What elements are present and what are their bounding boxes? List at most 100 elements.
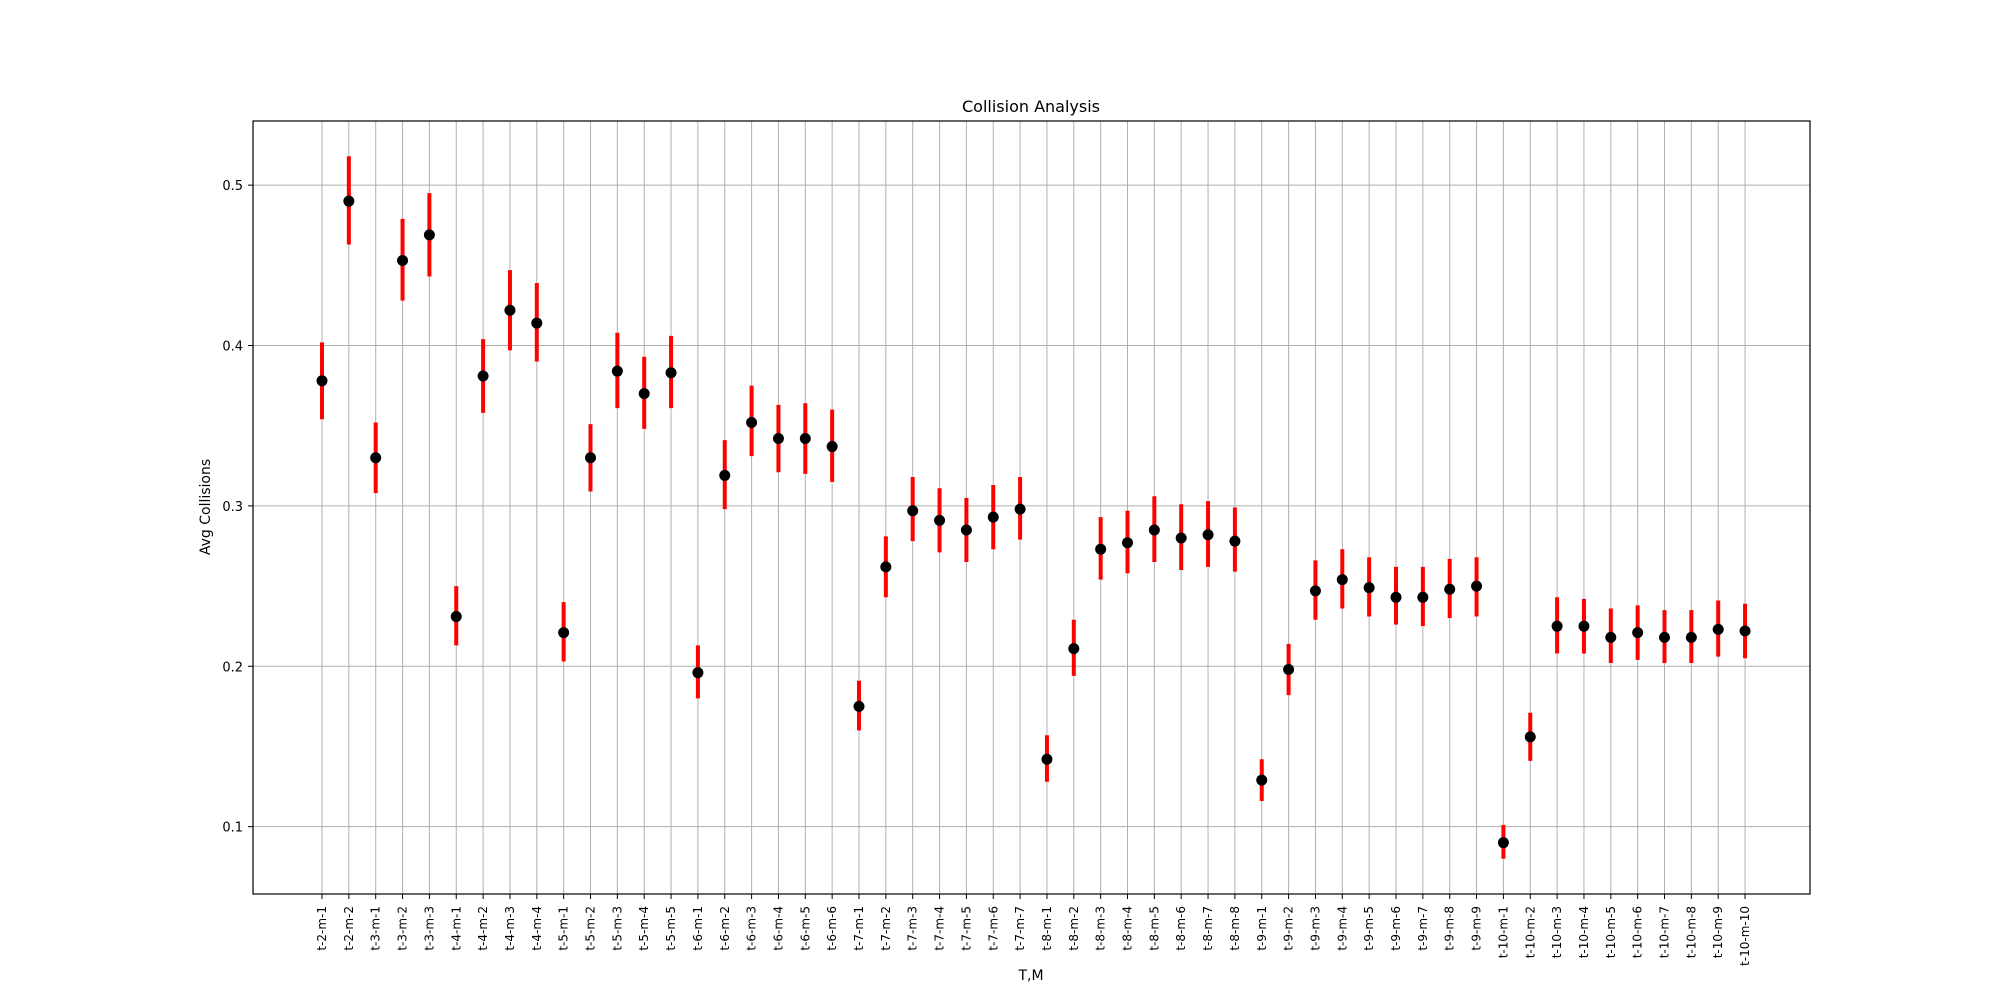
- x-tick-label: t-6-m-4: [771, 906, 785, 951]
- data-point: [665, 367, 677, 379]
- x-tick-label: t-10-m-8: [1684, 906, 1698, 958]
- x-tick-label: t-10-m-10: [1738, 906, 1752, 966]
- x-tick-label: t-9-m-6: [1389, 906, 1403, 951]
- x-tick-label: t-4-m-2: [476, 906, 490, 951]
- x-tick-label: t-5-m-2: [584, 906, 598, 951]
- data-point: [1551, 620, 1563, 632]
- data-point: [423, 229, 435, 241]
- data-point: [960, 524, 972, 536]
- data-point: [1014, 503, 1026, 515]
- x-tick-label: t-8-m-7: [1201, 906, 1215, 951]
- data-point: [799, 433, 811, 445]
- data-point: [1148, 524, 1160, 536]
- x-tick-label: t-3-m-2: [396, 906, 410, 951]
- x-tick-label: t-8-m-6: [1174, 906, 1188, 951]
- data-point: [343, 195, 355, 207]
- y-tick-label: 0.4: [222, 340, 243, 355]
- data-point: [531, 317, 543, 329]
- data-point: [558, 627, 570, 639]
- data-point: [1417, 591, 1429, 603]
- data-point: [1444, 583, 1456, 595]
- data-point: [1068, 643, 1080, 655]
- data-point: [1685, 631, 1697, 643]
- data-point: [1283, 663, 1295, 675]
- x-tick-label: t-5-m-3: [610, 906, 624, 951]
- data-point: [1578, 620, 1590, 632]
- chart-title: Collision Analysis: [962, 97, 1100, 116]
- x-tick-label: t-5-m-5: [664, 906, 678, 951]
- x-tick-label: t-10-m-4: [1577, 906, 1591, 958]
- x-tick-label: t-10-m-7: [1658, 906, 1672, 958]
- x-tick-label: t-7-m-4: [933, 906, 947, 951]
- data-point: [719, 469, 731, 481]
- x-tick-label: t-10-m-9: [1711, 906, 1725, 958]
- x-axis-label: T,M: [1017, 968, 1043, 984]
- data-point: [1229, 535, 1241, 547]
- x-tick-label: t-9-m-7: [1416, 906, 1430, 951]
- x-tick-label: t-7-m-3: [906, 906, 920, 951]
- data-point: [1202, 529, 1214, 541]
- x-tick-label: t-3-m-1: [369, 906, 383, 951]
- x-tick-label: t-8-m-4: [1121, 906, 1135, 951]
- x-tick-label: t-8-m-8: [1228, 906, 1242, 951]
- x-tick-label: t-6-m-2: [718, 906, 732, 951]
- data-point: [1524, 731, 1536, 743]
- x-tick-label: t-7-m-6: [986, 906, 1000, 951]
- data-point: [1390, 591, 1402, 603]
- tick-layer: t-2-m-1 t-2-m-2 t-3-m-1 t-3-m-2 t-3-m-3 t-4-m…: [222, 179, 1752, 966]
- x-tick-label: t-10-m-2: [1523, 906, 1537, 958]
- x-tick-label: t-7-m-1: [852, 906, 866, 951]
- data-point: [370, 452, 382, 464]
- x-tick-label: t-7-m-5: [959, 906, 973, 951]
- data-point: [1256, 774, 1268, 786]
- x-tick-label: t-5-m-1: [557, 906, 571, 951]
- data-point: [450, 611, 462, 623]
- x-tick-label: t-8-m-2: [1067, 906, 1081, 951]
- data-point: [880, 561, 892, 573]
- y-tick-label: 0.5: [222, 179, 243, 194]
- x-tick-label: t-9-m-1: [1255, 906, 1269, 951]
- data-point: [746, 417, 758, 429]
- data-point: [1175, 532, 1187, 544]
- x-tick-label: t-2-m-1: [315, 906, 329, 951]
- x-tick-label: t-9-m-3: [1308, 906, 1322, 951]
- data-point: [1309, 585, 1321, 597]
- data-point: [772, 433, 784, 445]
- x-tick-label: t-7-m-7: [1013, 906, 1027, 951]
- data-point: [1739, 625, 1751, 637]
- x-tick-label: t-10-m-5: [1604, 906, 1618, 958]
- x-tick-label: t-3-m-3: [422, 906, 436, 951]
- data-point: [1471, 580, 1483, 592]
- x-tick-label: t-4-m-1: [449, 906, 463, 951]
- data-point: [1336, 574, 1348, 586]
- data-point: [397, 255, 409, 267]
- data-point: [1497, 837, 1509, 849]
- x-tick-label: t-4-m-4: [530, 906, 544, 951]
- x-tick-label: t-7-m-2: [879, 906, 893, 951]
- x-tick-label: t-6-m-5: [798, 906, 812, 951]
- data-point: [987, 511, 999, 523]
- x-tick-label: t-8-m-3: [1094, 906, 1108, 951]
- x-tick-label: t-6-m-1: [691, 906, 705, 951]
- x-tick-label: t-4-m-3: [503, 906, 517, 951]
- y-tick-label: 0.1: [222, 821, 243, 836]
- plot-frame: [252, 120, 1811, 895]
- x-tick-label: t-8-m-1: [1040, 906, 1054, 951]
- y-tick-label: 0.3: [222, 500, 243, 515]
- data-point: [504, 304, 516, 316]
- data-point: [1122, 537, 1133, 549]
- data-point: [1659, 631, 1670, 643]
- data-point: [638, 388, 650, 400]
- x-tick-label: t-2-m-2: [342, 906, 356, 951]
- data-point: [692, 667, 704, 679]
- x-tick-label: t-9-m-8: [1443, 906, 1457, 951]
- x-tick-label: t-8-m-5: [1147, 906, 1161, 951]
- data-point: [611, 365, 623, 377]
- data-point: [585, 452, 596, 464]
- data-point: [1632, 627, 1644, 639]
- data-point: [1712, 623, 1724, 635]
- x-tick-label: t-9-m-9: [1470, 906, 1484, 951]
- x-tick-label: t-6-m-6: [825, 906, 839, 951]
